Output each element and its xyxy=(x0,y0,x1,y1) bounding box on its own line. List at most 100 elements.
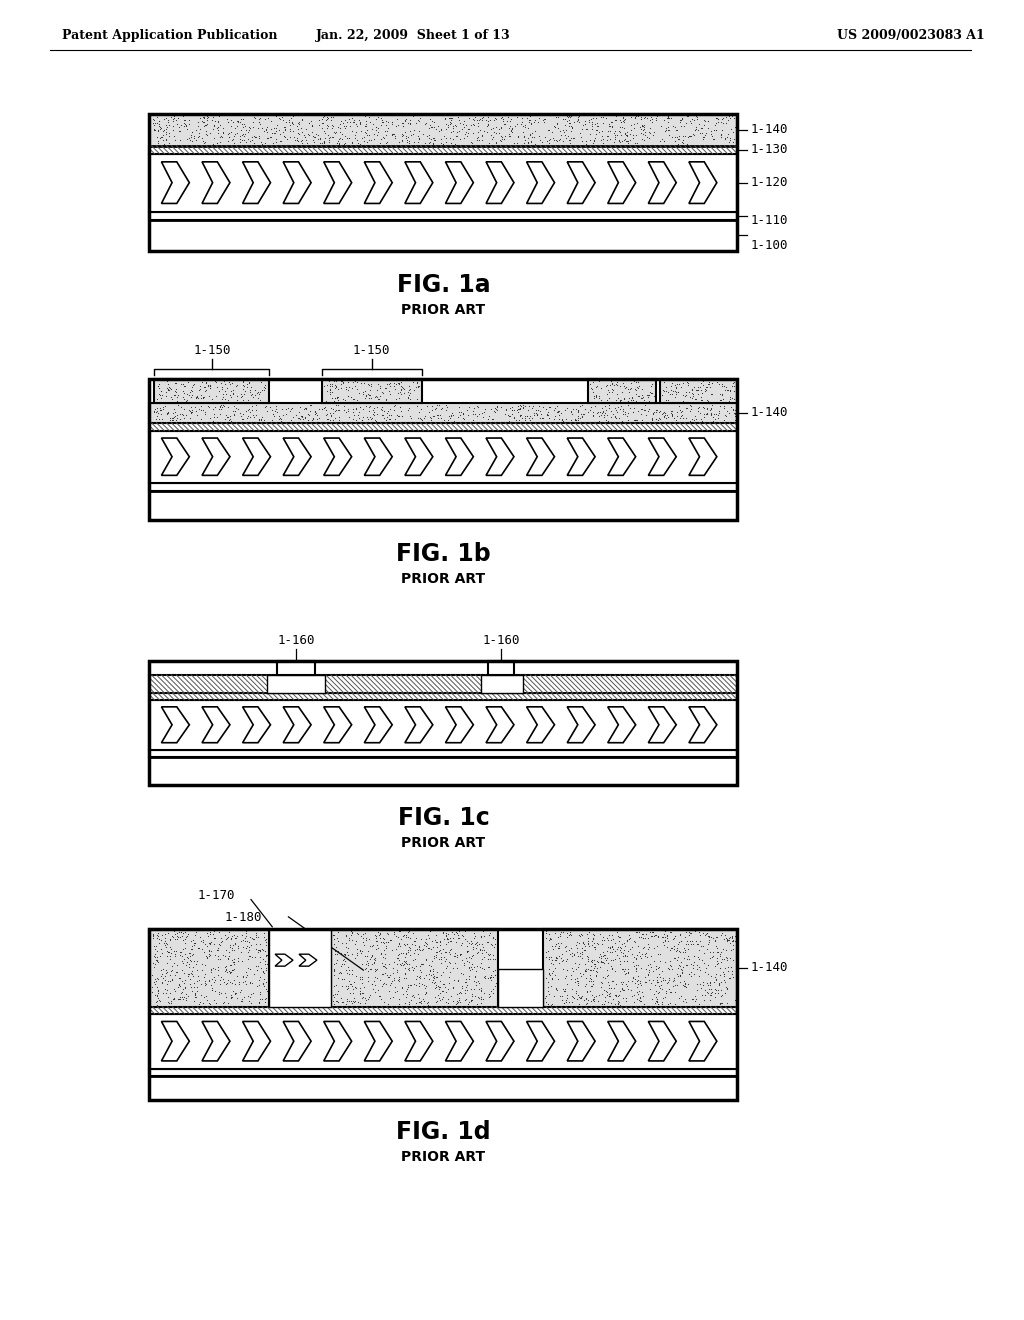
Point xyxy=(321,371,337,392)
Point xyxy=(205,119,221,140)
Point xyxy=(585,405,601,426)
Point xyxy=(474,949,490,970)
Point xyxy=(419,396,435,417)
Point xyxy=(702,975,719,997)
Point xyxy=(256,379,272,400)
Point xyxy=(605,121,622,143)
Point xyxy=(215,121,231,143)
Point xyxy=(161,125,177,147)
Point xyxy=(484,982,501,1003)
Point xyxy=(394,405,411,426)
Bar xyxy=(150,693,737,700)
Point xyxy=(672,408,688,429)
Point xyxy=(580,401,596,422)
Point xyxy=(510,125,526,147)
Point xyxy=(207,981,223,1002)
Point xyxy=(636,389,652,411)
Point xyxy=(582,110,598,131)
Point xyxy=(669,120,685,141)
Point xyxy=(515,395,531,416)
Point xyxy=(326,960,342,981)
Point xyxy=(387,981,403,1002)
Point xyxy=(276,119,293,140)
Point xyxy=(725,371,741,392)
Point xyxy=(471,404,487,425)
Point xyxy=(582,123,598,144)
Point xyxy=(352,983,369,1005)
Point xyxy=(651,401,668,422)
Point xyxy=(165,409,181,430)
Point xyxy=(423,956,439,977)
Point xyxy=(603,937,620,958)
Point xyxy=(409,371,425,392)
Point xyxy=(329,133,345,154)
Point xyxy=(356,977,373,998)
Point xyxy=(209,132,225,153)
Point xyxy=(701,925,718,946)
Point xyxy=(175,939,191,960)
Point xyxy=(254,117,270,139)
Point xyxy=(600,936,616,957)
Point xyxy=(354,987,371,1008)
Point xyxy=(672,112,688,133)
Point xyxy=(327,387,343,408)
Point xyxy=(707,929,723,950)
Point xyxy=(177,970,194,991)
Point xyxy=(322,379,338,400)
Bar xyxy=(150,661,737,784)
Point xyxy=(665,127,681,148)
Point xyxy=(191,927,208,948)
Point xyxy=(722,927,738,948)
Point xyxy=(151,115,167,136)
Point xyxy=(150,987,166,1008)
Point xyxy=(712,944,728,965)
Point xyxy=(366,397,382,418)
Point xyxy=(160,380,176,401)
Point xyxy=(599,946,615,968)
Point xyxy=(366,401,382,422)
Point xyxy=(665,972,681,993)
Point xyxy=(694,923,711,944)
Point xyxy=(291,123,307,144)
Point xyxy=(616,964,633,985)
Point xyxy=(612,389,629,411)
Point xyxy=(694,936,711,957)
Point xyxy=(182,977,199,998)
Point xyxy=(380,932,396,953)
Point xyxy=(636,994,652,1015)
Point xyxy=(676,948,692,969)
Point xyxy=(717,925,733,946)
Point xyxy=(502,115,518,136)
Point xyxy=(360,124,377,145)
Point xyxy=(610,936,627,957)
Point xyxy=(683,933,699,954)
Point xyxy=(554,411,570,432)
Point xyxy=(223,986,240,1007)
Point xyxy=(552,925,568,946)
Point xyxy=(339,941,355,962)
Point xyxy=(701,972,718,993)
Point xyxy=(189,937,206,958)
Point xyxy=(184,121,201,143)
Point xyxy=(501,405,517,426)
Point xyxy=(179,952,196,973)
Point xyxy=(626,389,642,411)
Point xyxy=(257,935,273,956)
Point xyxy=(651,964,668,985)
Point xyxy=(400,953,417,974)
Point xyxy=(433,942,450,964)
Point xyxy=(378,124,394,145)
Point xyxy=(581,949,597,970)
Point xyxy=(370,374,386,395)
Point xyxy=(245,116,261,137)
Point xyxy=(699,111,716,132)
Bar xyxy=(150,929,269,1007)
Point xyxy=(565,944,582,965)
Point xyxy=(588,965,604,986)
Point xyxy=(548,129,564,150)
Point xyxy=(360,966,377,987)
Point xyxy=(446,953,463,974)
Point xyxy=(328,121,344,143)
Point xyxy=(463,990,479,1011)
Point xyxy=(158,936,174,957)
